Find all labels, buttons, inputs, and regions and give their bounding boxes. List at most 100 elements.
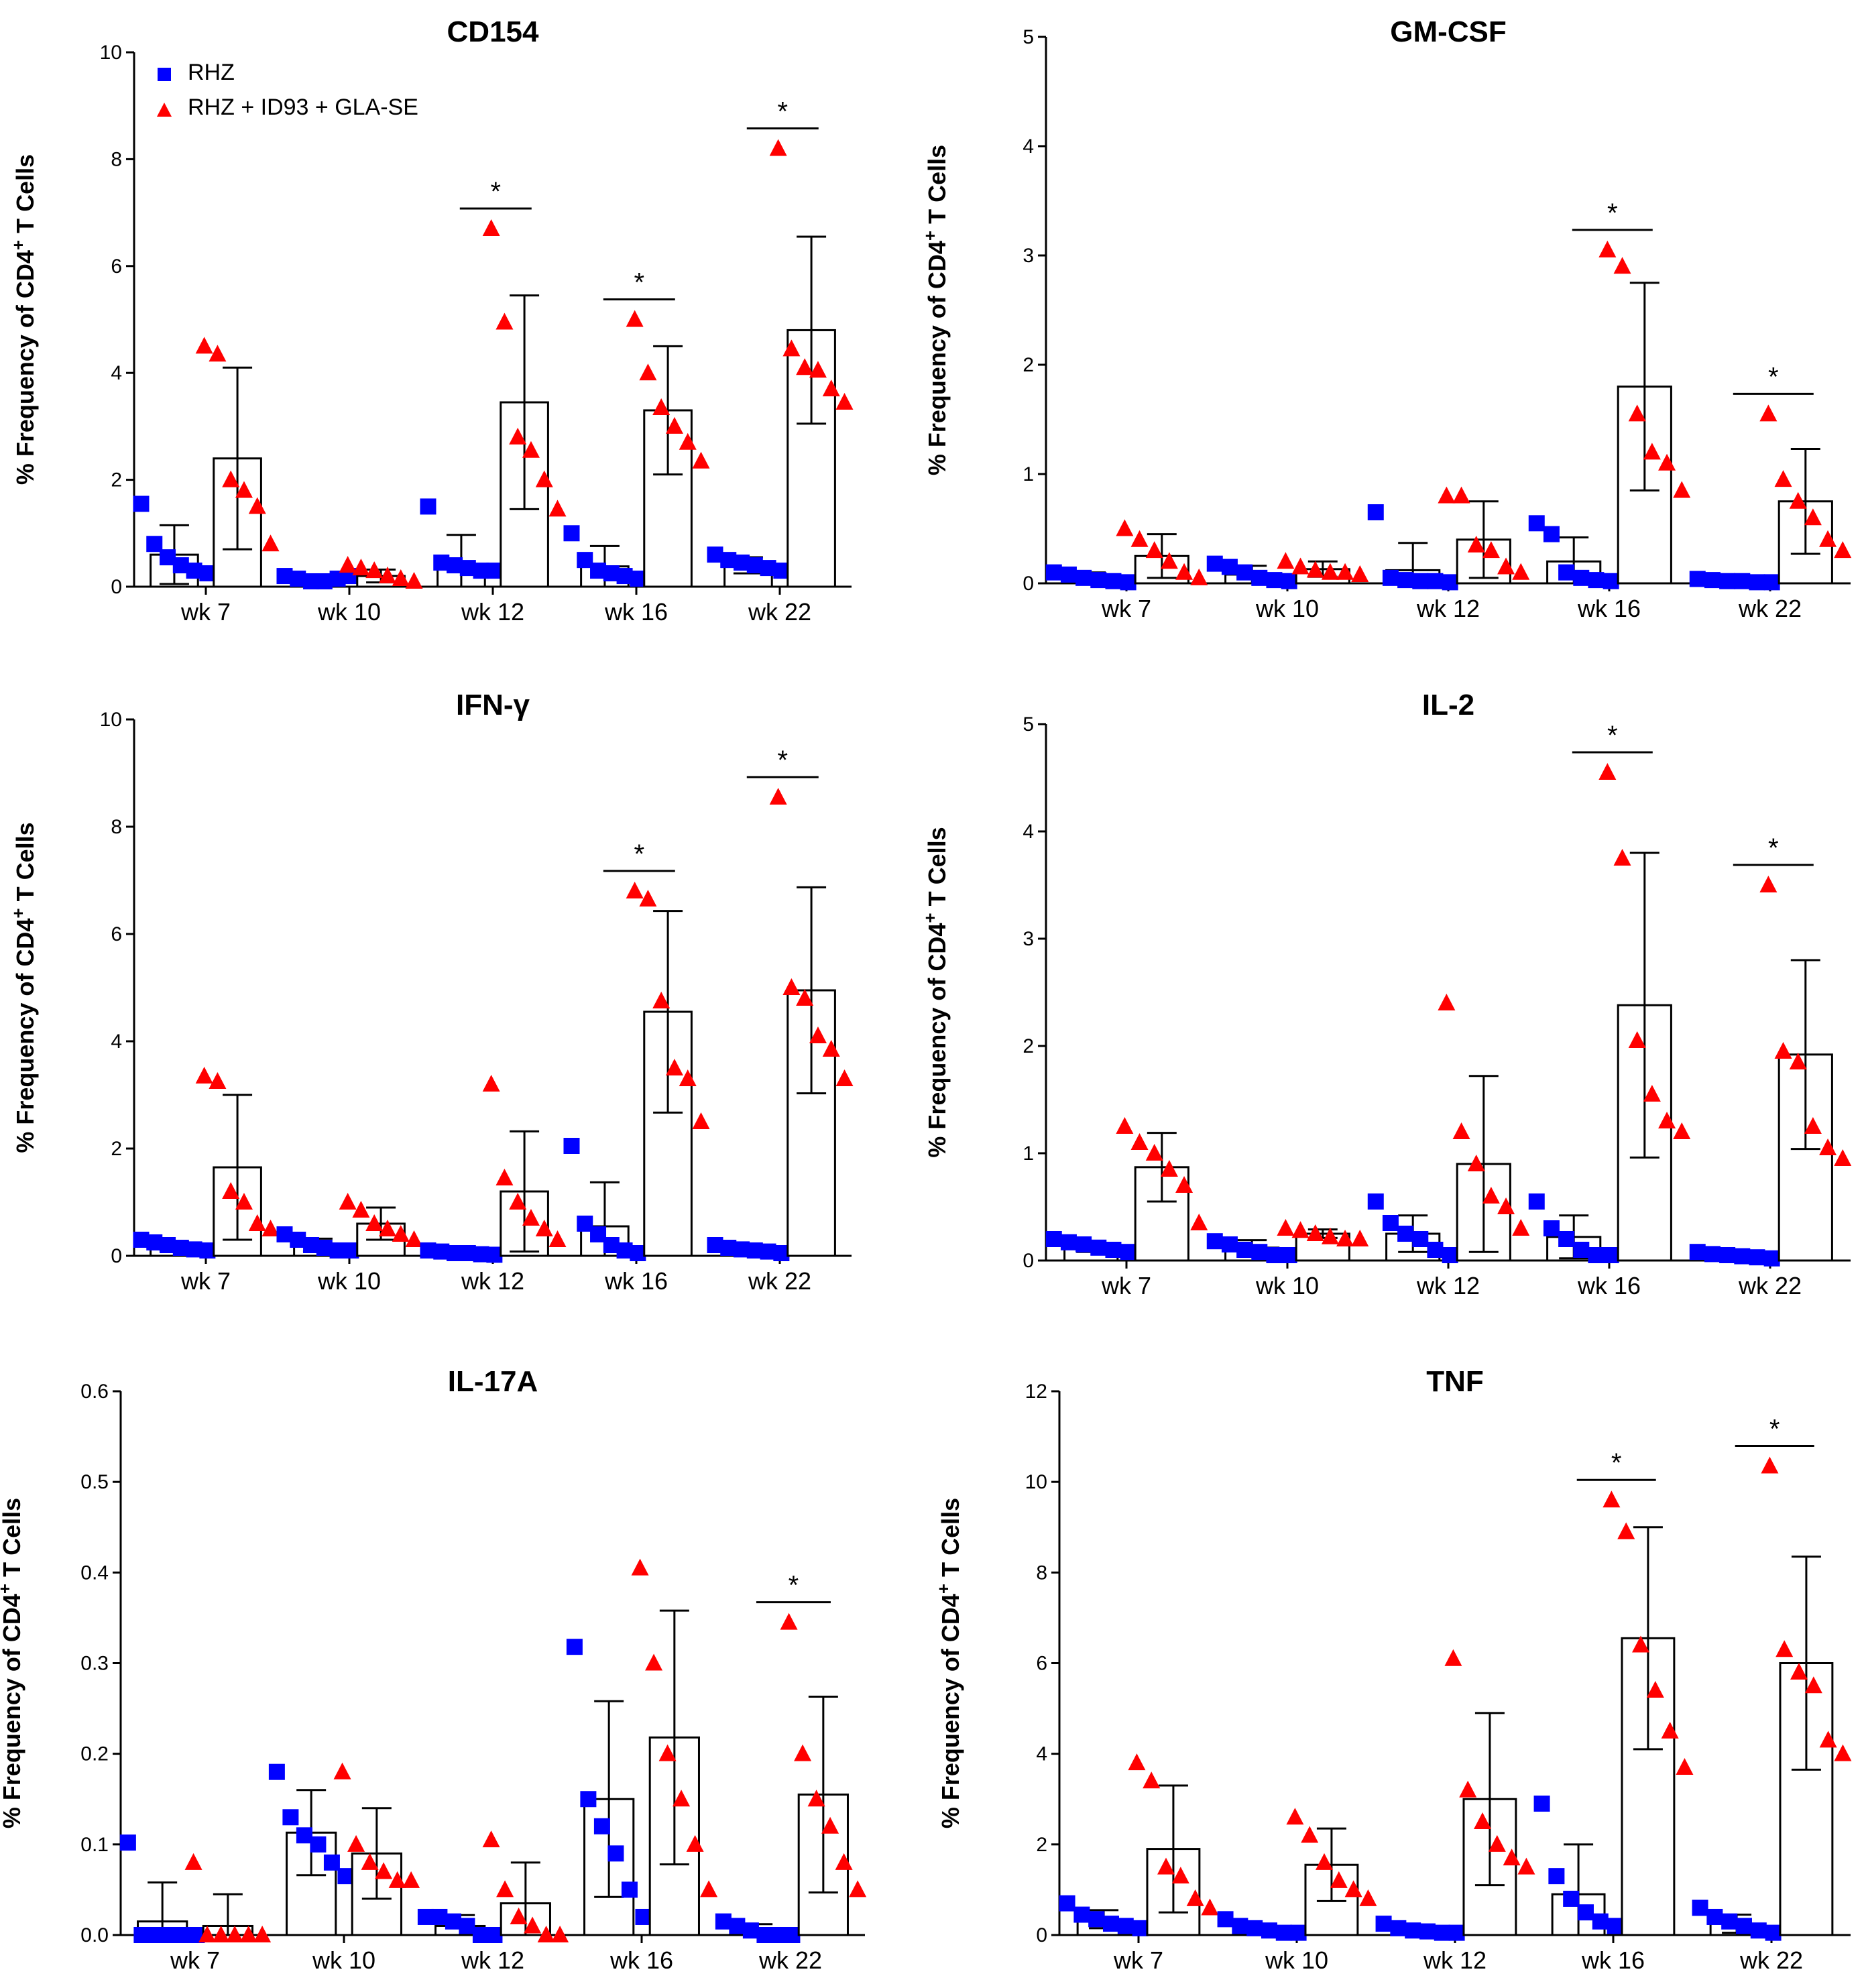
- data-point-triangle: [1497, 1197, 1515, 1214]
- chart-panel-5: IL-17A % Frequency of CD4+ T Cells 0.0 0.1 0…: [0, 1365, 867, 1974]
- data-point-square: [580, 1791, 597, 1808]
- y-axis-label-suffix: T Cells: [923, 145, 951, 231]
- y-axis-label-superscript: +: [920, 231, 940, 241]
- significance-star: *: [1607, 721, 1618, 750]
- chart-panel-1: CD154 % Frequency of CD4+ T Cells 0 2 4 6 8 10 w…: [8, 15, 854, 626]
- data-point-triangle: [1497, 557, 1515, 575]
- data-point-square: [1060, 1234, 1077, 1250]
- data-point-triangle: [822, 1040, 840, 1057]
- data-point-square: [1765, 1924, 1782, 1941]
- data-point-triangle: [835, 393, 854, 410]
- y-axis-label: % Frequency of CD4+ T Cells: [0, 1498, 25, 1828]
- legend-marker-square: [158, 68, 171, 81]
- data-point-triangle: [1306, 1224, 1324, 1241]
- y-tick-label: 5: [1023, 713, 1034, 736]
- significance-star: *: [634, 839, 644, 869]
- data-point-square: [1397, 572, 1414, 589]
- data-point-square: [1548, 1868, 1565, 1885]
- data-point-square: [1689, 571, 1706, 587]
- data-point-triangle: [261, 1220, 280, 1236]
- data-point-square: [1120, 1244, 1137, 1261]
- x-tick-label: wk 16: [1577, 1272, 1641, 1299]
- data-point-triangle: [548, 1230, 567, 1247]
- y-axis-label: % Frequency of CD4+ T Cells: [8, 822, 39, 1153]
- data-point-triangle: [239, 1926, 257, 1942]
- x-tick-label: wk 22: [758, 1946, 822, 1974]
- y-tick-label: 10: [100, 42, 122, 64]
- data-point-triangle: [1301, 1826, 1319, 1843]
- data-point-square: [742, 1922, 759, 1939]
- data-point-square: [593, 1818, 610, 1834]
- data-point-square: [1528, 515, 1545, 532]
- x-tick-label: wk 16: [604, 598, 668, 626]
- data-point-triangle: [1804, 1117, 1822, 1134]
- x-tick-label: wk 7: [170, 1946, 220, 1974]
- data-point-square: [1367, 504, 1384, 521]
- x-tick-label: wk 12: [1423, 1946, 1487, 1974]
- significance-star: *: [1768, 833, 1779, 863]
- data-point-triangle: [548, 500, 567, 517]
- y-axis-label-prefix: % Frequency of CD4: [11, 250, 39, 485]
- data-point-triangle: [1673, 1122, 1691, 1139]
- data-point-square: [1419, 1923, 1436, 1940]
- x-tick-label: wk 7: [180, 1267, 231, 1295]
- y-tick-label: 8: [111, 816, 122, 838]
- data-point-square: [1721, 1913, 1738, 1930]
- data-point-triangle: [198, 1926, 217, 1942]
- data-point-triangle: [1643, 443, 1661, 460]
- data-point-square: [1045, 564, 1062, 581]
- data-point-square: [431, 1908, 448, 1925]
- data-point-triangle: [692, 1112, 710, 1129]
- data-point-triangle: [1673, 481, 1691, 498]
- y-tick-label: 12: [1025, 1381, 1047, 1403]
- y-axis-label-prefix: % Frequency of CD4: [0, 1594, 25, 1828]
- x-tick-label: wk 22: [1738, 1272, 1802, 1299]
- data-point-triangle: [1646, 1681, 1664, 1698]
- data-point-triangle: [1321, 1227, 1339, 1244]
- data-point-triangle: [794, 1744, 812, 1761]
- y-tick-label: 6: [111, 923, 122, 945]
- y-tick-label: 0.6: [80, 1381, 109, 1403]
- y-tick-label: 10: [1025, 1471, 1047, 1493]
- y-tick-label: 2: [1023, 1035, 1034, 1057]
- data-point-triangle: [496, 1169, 514, 1185]
- data-point-triangle: [782, 339, 801, 357]
- data-point-square: [1573, 569, 1590, 586]
- data-point-square: [1105, 573, 1122, 589]
- data-point-triangle: [1789, 1053, 1807, 1069]
- data-point-square: [1412, 1231, 1429, 1247]
- data-point-triangle: [645, 1653, 663, 1671]
- data-point-square: [1763, 1250, 1780, 1267]
- data-point-square: [1750, 1922, 1767, 1939]
- data-point-square: [1382, 569, 1399, 586]
- data-point-triangle: [626, 310, 644, 327]
- data-point-square: [563, 1138, 580, 1154]
- x-tick-label: wk 16: [609, 1946, 673, 1974]
- data-point-triangle: [1175, 1176, 1193, 1193]
- data-point-square: [1734, 1248, 1751, 1265]
- chart-title: IFN-γ: [456, 689, 530, 721]
- data-point-triangle: [1467, 1155, 1485, 1171]
- y-axis-label-prefix: % Frequency of CD4: [923, 241, 951, 475]
- data-point-square: [1206, 555, 1223, 572]
- data-point-square: [1059, 1895, 1075, 1912]
- x-tick-label: wk 12: [1416, 1272, 1480, 1299]
- data-point-square: [1749, 1249, 1765, 1266]
- data-point-triangle: [1190, 1214, 1208, 1230]
- data-point-triangle: [333, 1762, 351, 1779]
- data-point-square: [1592, 1913, 1609, 1930]
- y-axis-label: % Frequency of CD4+ T Cells: [8, 154, 39, 485]
- data-point-triangle: [184, 1853, 202, 1870]
- data-point-triangle: [658, 1744, 677, 1761]
- data-point-square: [1397, 1226, 1414, 1242]
- data-point-triangle: [535, 1220, 553, 1236]
- data-point-square: [1045, 1231, 1062, 1247]
- data-point-triangle: [626, 882, 644, 898]
- data-point-triangle: [365, 1214, 384, 1231]
- y-tick-label: 1: [1023, 1143, 1034, 1165]
- data-point-triangle: [1761, 1456, 1779, 1474]
- data-point-square: [459, 1918, 475, 1934]
- significance-star: *: [1607, 198, 1618, 228]
- legend-label-combo: RHZ + ID93 + GLA-SE: [188, 95, 418, 120]
